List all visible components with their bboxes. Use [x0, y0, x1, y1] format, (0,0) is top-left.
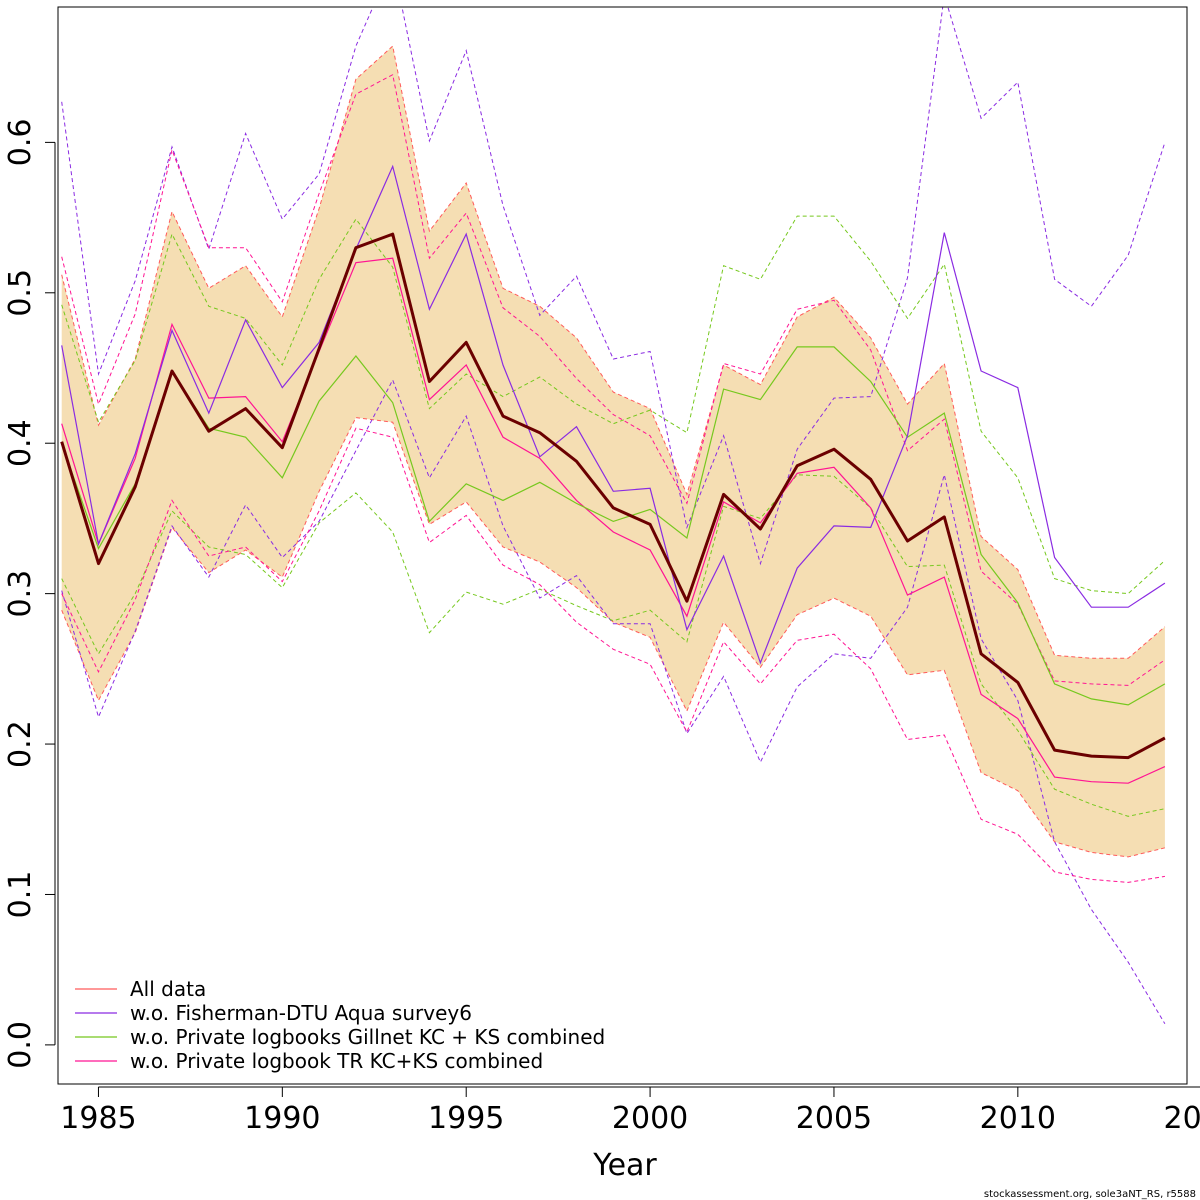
- x-axis-title: Year: [592, 1148, 657, 1183]
- series-2-line: [61, 346, 1166, 706]
- y-axis: 0.0 0.1 0.2 0.3 0.4 0.5 0.6: [3, 119, 56, 1069]
- legend-label-0: All data: [130, 977, 206, 1001]
- confidence-bound-lines: [61, 7, 1166, 1025]
- x-tick-label-0: 1985: [60, 1101, 136, 1136]
- series-1-upper-bound-line: [61, 7, 1166, 566]
- legend-label-2: w.o. Private logbooks Gillnet KC + KS co…: [130, 1025, 605, 1049]
- x-axis: 1985 1990 1995 2000 2005 2010 2015: [60, 1086, 1200, 1136]
- x-tick-label-6: 2015: [1164, 1101, 1200, 1136]
- series-3-line: [61, 257, 1166, 784]
- series-0-upper-bound-line: [61, 45, 1166, 659]
- y-tick-label-3: 0.3: [3, 570, 38, 618]
- series-3-upper-bound-line: [61, 73, 1166, 686]
- y-tick-label-6: 0.6: [3, 119, 38, 167]
- y-tick-label-1: 0.1: [3, 871, 38, 919]
- x-tick-label-5: 2010: [980, 1101, 1056, 1136]
- x-tick-label-4: 2005: [796, 1101, 872, 1136]
- y-tick-label-2: 0.2: [3, 720, 38, 768]
- legend-label-1: w.o. Fisherman-DTU Aqua survey6: [130, 1001, 472, 1025]
- series-1-line: [61, 164, 1166, 665]
- x-tick-label-1: 1990: [244, 1101, 320, 1136]
- band-area: [61, 46, 1165, 857]
- series-2-upper-bound-line: [61, 215, 1166, 595]
- series-1-lower-bound-line: [61, 378, 1166, 1025]
- legend-label-3: w.o. Private logbook TR KC+KS combined: [130, 1049, 543, 1073]
- series-lines: [60, 164, 1166, 784]
- confidence-band: [61, 46, 1165, 857]
- x-tick-label-2: 1995: [428, 1101, 504, 1136]
- y-tick-label-5: 0.5: [3, 269, 38, 317]
- series-0-estimate-line: [60, 232, 1166, 760]
- y-tick-label-0: 0.0: [3, 1021, 38, 1069]
- series-0-lower-bound-line: [61, 417, 1166, 858]
- plot-frame: [57, 6, 1188, 1085]
- y-tick-label-4: 0.4: [3, 419, 38, 467]
- x-tick-label-3: 2000: [612, 1101, 688, 1136]
- footer-credit: stockassessment.org, sole3aNT_RS, r5588: [984, 1189, 1196, 1200]
- series-3-lower-bound-line: [61, 427, 1165, 883]
